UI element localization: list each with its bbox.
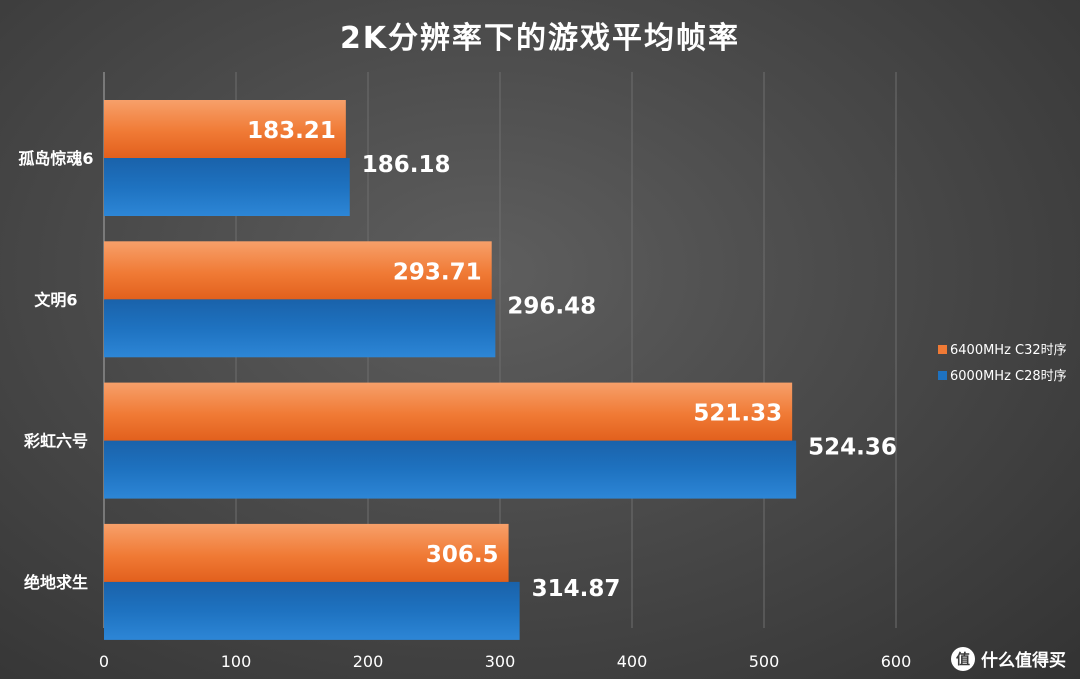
legend-swatch-2	[938, 371, 947, 380]
data-label-series1: 293.71	[393, 259, 482, 285]
watermark-logo-icon: 值	[951, 646, 975, 671]
data-label-series1: 183.21	[247, 118, 336, 144]
bars	[104, 100, 797, 640]
category-label: 孤岛惊魂6	[18, 149, 93, 168]
x-tick-label: 600	[881, 652, 912, 671]
watermark: 值 什么值得买	[951, 646, 1066, 671]
bar-series1-1	[104, 241, 492, 300]
bar-series1-0	[104, 100, 346, 158]
data-label-series2: 296.48	[507, 293, 596, 319]
bar-series1-3	[104, 523, 509, 582]
chart-title: 2K分辨率下的游戏平均帧率	[340, 21, 740, 56]
bar-series2-2	[104, 440, 797, 499]
legend-label-1: 6400MHz C32时序	[950, 343, 1067, 358]
legend: 6400MHz C32时序 6000MHz C28时序	[938, 343, 1067, 384]
x-tick-label: 300	[485, 652, 516, 671]
bar-series2-0	[104, 158, 350, 216]
category-label: 文明6	[34, 290, 77, 309]
bar-series2-1	[104, 299, 496, 358]
watermark-text: 什么值得买	[981, 651, 1066, 671]
x-tick-label: 0	[99, 652, 109, 671]
x-tick-label: 200	[353, 652, 384, 671]
category-label: 绝地求生	[24, 573, 88, 592]
legend-swatch-1	[938, 345, 947, 354]
data-label-series2: 524.36	[808, 435, 897, 461]
data-label-series1: 306.5	[426, 542, 499, 568]
bar-series1-2	[104, 382, 793, 441]
labels: 0 100 200 300 400 500 600 183.21 186.18 孤岛惊魂6 293.…	[18, 118, 911, 671]
x-tick-label: 100	[221, 652, 252, 671]
x-tick-label: 500	[749, 652, 780, 671]
category-label: 彩虹六号	[23, 432, 88, 451]
data-label-series2: 314.87	[532, 576, 621, 602]
data-label-series2: 186.18	[362, 152, 451, 178]
legend-label-2: 6000MHz C28时序	[950, 369, 1067, 384]
bar-series2-3	[104, 581, 520, 640]
data-label-series1: 521.33	[693, 401, 782, 427]
x-tick-label: 400	[617, 652, 648, 671]
